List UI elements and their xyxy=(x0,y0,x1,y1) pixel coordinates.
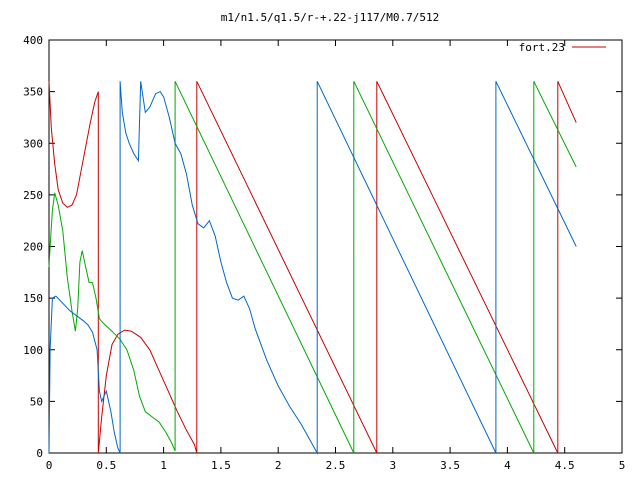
x-axis: 0 0.5 1 1.5 2 2.5 3 3.5 4 4.5 5 xyxy=(46,40,626,472)
y-tick-label: 0 xyxy=(36,447,43,460)
y-axis: 0 50 100 150 200 250 300 350 400 xyxy=(23,34,622,460)
series-layer xyxy=(48,81,577,455)
x-tick-label: 0.5 xyxy=(96,459,116,472)
series-line-2 xyxy=(48,81,577,455)
y-tick-label: 400 xyxy=(23,34,43,47)
legend: fort.23 xyxy=(519,41,606,54)
x-tick-label: 2.5 xyxy=(326,459,346,472)
y-tick-label: 150 xyxy=(23,292,43,305)
y-tick-label: 300 xyxy=(23,137,43,150)
series-line-1 xyxy=(48,81,577,454)
x-tick-label: 1 xyxy=(160,459,167,472)
y-tick-label: 250 xyxy=(23,189,43,202)
x-tick-label: 4.5 xyxy=(555,459,575,472)
y-tick-label: 100 xyxy=(23,344,43,357)
series-line-0 xyxy=(48,81,577,454)
chart-title: m1/n1.5/q1.5/r-+.22-j117/M0.7/512 xyxy=(221,11,440,24)
y-tick-label: 350 xyxy=(23,86,43,99)
x-tick-label: 3 xyxy=(389,459,396,472)
y-tick-label: 50 xyxy=(30,395,43,408)
x-tick-label: 0 xyxy=(46,459,53,472)
x-tick-label: 1.5 xyxy=(211,459,231,472)
y-tick-label: 200 xyxy=(23,241,43,254)
x-tick-label: 4 xyxy=(504,459,511,472)
x-tick-label: 2 xyxy=(275,459,282,472)
legend-label: fort.23 xyxy=(519,41,565,54)
x-tick-label: 5 xyxy=(619,459,626,472)
x-tick-label: 3.5 xyxy=(440,459,460,472)
